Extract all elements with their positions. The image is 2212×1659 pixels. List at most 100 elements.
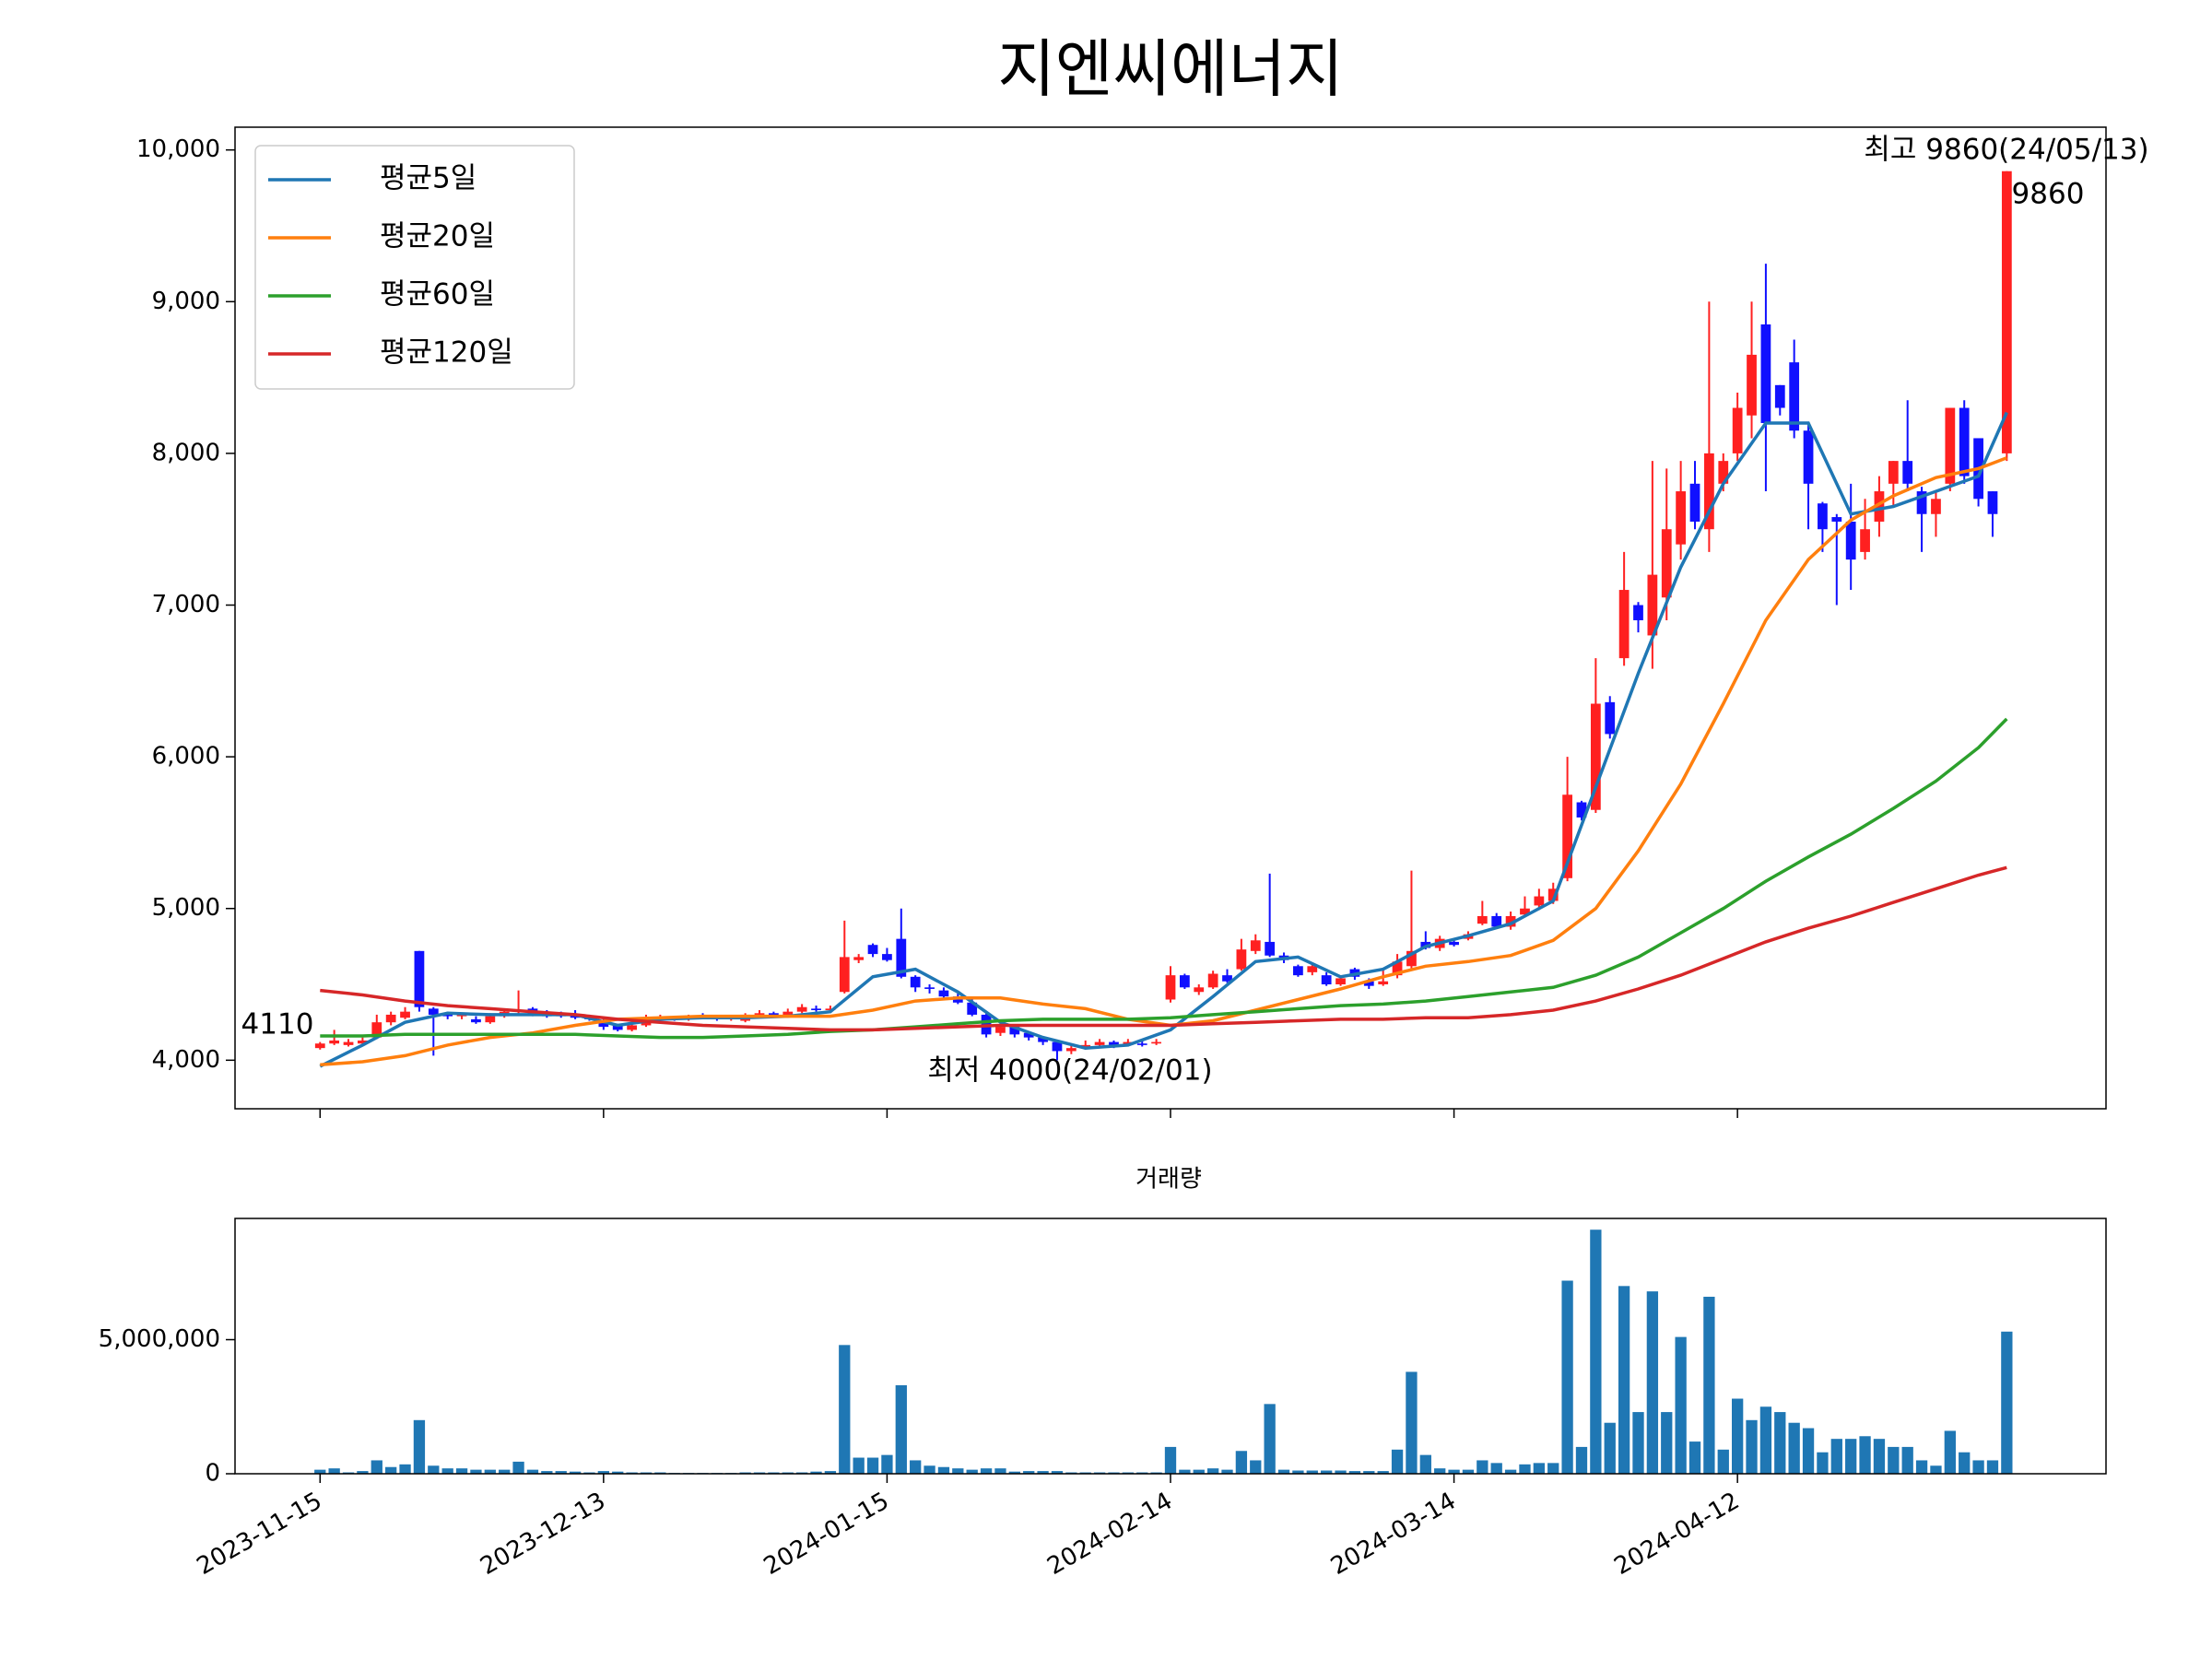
candle-body	[1888, 461, 1899, 484]
volume-bar	[824, 1471, 837, 1474]
candle-body	[314, 1043, 325, 1049]
volume-bar	[1391, 1449, 1404, 1474]
x-tick-label: 2024-04-12	[1610, 1488, 1745, 1582]
axes-frame	[234, 126, 2107, 1110]
volume-bar	[1675, 1336, 1687, 1474]
volume-bar	[541, 1471, 553, 1474]
candle-body	[754, 1013, 765, 1015]
volume-bar	[1164, 1446, 1177, 1474]
candle-body	[1774, 384, 1785, 408]
candle-body	[400, 1011, 410, 1018]
candle-body	[1732, 407, 1743, 453]
volume-bar	[1235, 1451, 1248, 1474]
ma-line	[320, 717, 2008, 1040]
candle-body	[1902, 461, 1913, 484]
candle-body	[1987, 491, 1998, 514]
volume-title: 거래량	[1135, 1166, 1202, 1194]
volume-bar	[1547, 1463, 1559, 1474]
candle-body	[1179, 975, 1190, 988]
volume-bar	[1688, 1441, 1701, 1474]
candle-body	[1363, 981, 1374, 986]
volume-bar	[1830, 1439, 1842, 1474]
x-tick-label: 2023-12-13	[476, 1488, 610, 1582]
volume-bar	[980, 1468, 993, 1474]
candle-body	[1321, 975, 1332, 985]
candle-body	[385, 1014, 396, 1023]
candle-body	[853, 957, 865, 960]
volume-bar	[399, 1464, 411, 1474]
volume-bar	[569, 1471, 582, 1474]
volume-bar	[1448, 1469, 1460, 1474]
candle-body	[1845, 521, 1856, 560]
candle-body	[1406, 950, 1417, 967]
y-tick-label: 0	[205, 1460, 220, 1488]
candle-body	[1165, 975, 1176, 1000]
volume-bar	[853, 1457, 865, 1474]
volume-bar	[470, 1469, 482, 1474]
volume-bar	[455, 1468, 468, 1474]
volume-bar	[1477, 1460, 1488, 1474]
candle-body	[811, 1008, 821, 1011]
candle-body	[456, 1014, 467, 1017]
volume-bar	[555, 1471, 567, 1474]
volume-bar	[1419, 1454, 1431, 1474]
annotation: 4110	[241, 1008, 314, 1041]
ma-line	[320, 456, 2007, 1067]
y-tick-label: 5,000,000	[99, 1325, 220, 1353]
volume-bar	[1575, 1446, 1588, 1474]
candle-body	[1038, 1037, 1048, 1042]
candle-body	[1109, 1041, 1119, 1045]
volume-bar	[1377, 1471, 1389, 1474]
candle-body	[995, 1027, 1006, 1033]
legend-label: 평균20일	[380, 220, 495, 253]
candle-body	[1860, 529, 1870, 552]
candle-body	[1378, 981, 1389, 985]
volume-bar	[966, 1469, 978, 1474]
candle-body	[882, 954, 892, 960]
candle-body	[1718, 461, 1729, 484]
volume-bar	[1490, 1463, 1502, 1474]
volume-bar	[1008, 1471, 1020, 1474]
candle-body	[1236, 949, 1247, 970]
y-tick-label: 6,000	[152, 743, 220, 771]
volume-bar	[1264, 1404, 1276, 1474]
legend-label: 평균5일	[380, 162, 477, 195]
candle-body	[1818, 503, 1828, 530]
candle-body	[1534, 896, 1545, 906]
candle-body	[1449, 941, 1459, 946]
y-tick-label: 9,000	[152, 288, 220, 315]
volume-bar	[1321, 1470, 1333, 1474]
volume-bar	[1221, 1469, 1233, 1474]
candle-body	[1009, 1027, 1020, 1035]
volume-bar	[1817, 1452, 1829, 1474]
volume-bar	[1023, 1471, 1035, 1474]
volume-bar	[1561, 1280, 1573, 1474]
volume-bar	[597, 1471, 609, 1474]
candle-body	[924, 987, 935, 989]
candle-body	[598, 1020, 609, 1028]
volume-bar	[499, 1469, 511, 1474]
candle-body	[839, 957, 850, 993]
candle-body	[1194, 987, 1205, 993]
volume-bar	[1788, 1422, 1800, 1474]
candle-body	[1222, 975, 1232, 982]
volume-bar	[1292, 1470, 1304, 1474]
candle-body	[910, 976, 921, 988]
x-tick-label: 2024-03-14	[1326, 1488, 1461, 1582]
volume-bar	[994, 1468, 1006, 1474]
annotation: 최고 9860(24/05/13)	[1864, 134, 2148, 167]
volume-bar	[1406, 1371, 1418, 1474]
volume-bar	[1959, 1452, 1971, 1474]
candle-body	[1335, 978, 1346, 985]
candle-body	[1491, 915, 1502, 927]
volume-bar	[1250, 1460, 1262, 1474]
volume-bar	[1746, 1419, 1758, 1474]
candle-body	[1576, 802, 1587, 818]
y-tick-label: 4,000	[152, 1046, 220, 1074]
volume-bar	[1206, 1468, 1219, 1474]
candle-body	[1689, 483, 1700, 522]
candle-body	[1931, 499, 1941, 514]
volume-bar	[1845, 1439, 1857, 1474]
volume-bar	[1661, 1412, 1673, 1474]
volume-bar	[484, 1469, 496, 1474]
